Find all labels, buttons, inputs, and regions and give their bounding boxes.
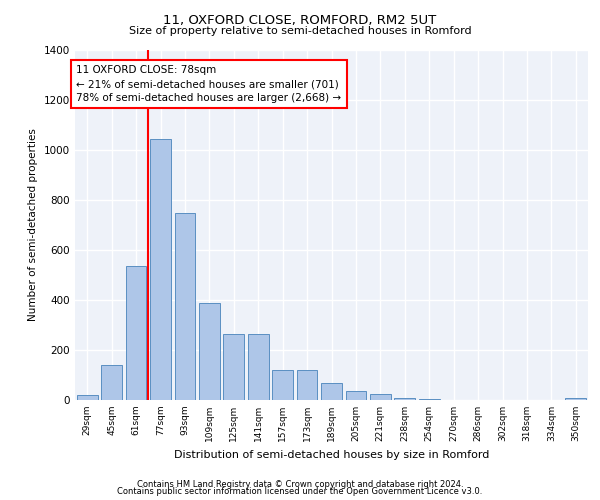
Bar: [248, 334, 269, 400]
Bar: [419, 399, 440, 400]
Bar: [296, 370, 317, 400]
Bar: [150, 139, 171, 400]
Bar: [272, 370, 293, 400]
Text: 11 OXFORD CLOSE: 78sqm
← 21% of semi-detached houses are smaller (701)
78% of se: 11 OXFORD CLOSE: 78sqm ← 21% of semi-det…: [76, 65, 341, 103]
X-axis label: Distribution of semi-detached houses by size in Romford: Distribution of semi-detached houses by …: [174, 450, 489, 460]
Bar: [223, 334, 244, 400]
Bar: [346, 391, 367, 400]
Bar: [321, 382, 342, 400]
Y-axis label: Number of semi-detached properties: Number of semi-detached properties: [28, 128, 38, 322]
Bar: [77, 394, 98, 400]
Text: Contains HM Land Registry data © Crown copyright and database right 2024.: Contains HM Land Registry data © Crown c…: [137, 480, 463, 489]
Text: Contains public sector information licensed under the Open Government Licence v3: Contains public sector information licen…: [118, 488, 482, 496]
Text: 11, OXFORD CLOSE, ROMFORD, RM2 5UT: 11, OXFORD CLOSE, ROMFORD, RM2 5UT: [163, 14, 437, 27]
Bar: [394, 398, 415, 400]
Bar: [370, 394, 391, 400]
Bar: [125, 266, 146, 400]
Bar: [101, 365, 122, 400]
Text: Size of property relative to semi-detached houses in Romford: Size of property relative to semi-detach…: [128, 26, 472, 36]
Bar: [175, 212, 196, 400]
Bar: [199, 302, 220, 400]
Bar: [565, 398, 586, 400]
